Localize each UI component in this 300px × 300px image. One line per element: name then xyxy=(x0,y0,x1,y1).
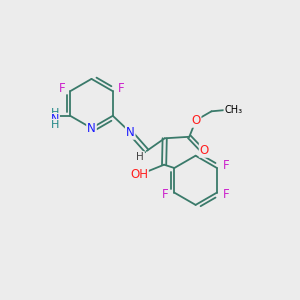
Text: F: F xyxy=(223,159,229,172)
Text: F: F xyxy=(58,82,65,95)
Text: H: H xyxy=(136,152,144,162)
Text: F: F xyxy=(118,82,124,95)
Text: OH: OH xyxy=(130,168,148,181)
Text: N: N xyxy=(87,122,96,135)
Text: O: O xyxy=(200,144,209,157)
Text: H: H xyxy=(50,120,59,130)
Text: H: H xyxy=(50,108,59,118)
Text: F: F xyxy=(162,188,169,202)
Text: N: N xyxy=(50,114,59,124)
Text: F: F xyxy=(223,188,229,202)
Text: CH₃: CH₃ xyxy=(224,105,242,115)
Text: N: N xyxy=(126,126,135,139)
Text: O: O xyxy=(191,114,200,127)
